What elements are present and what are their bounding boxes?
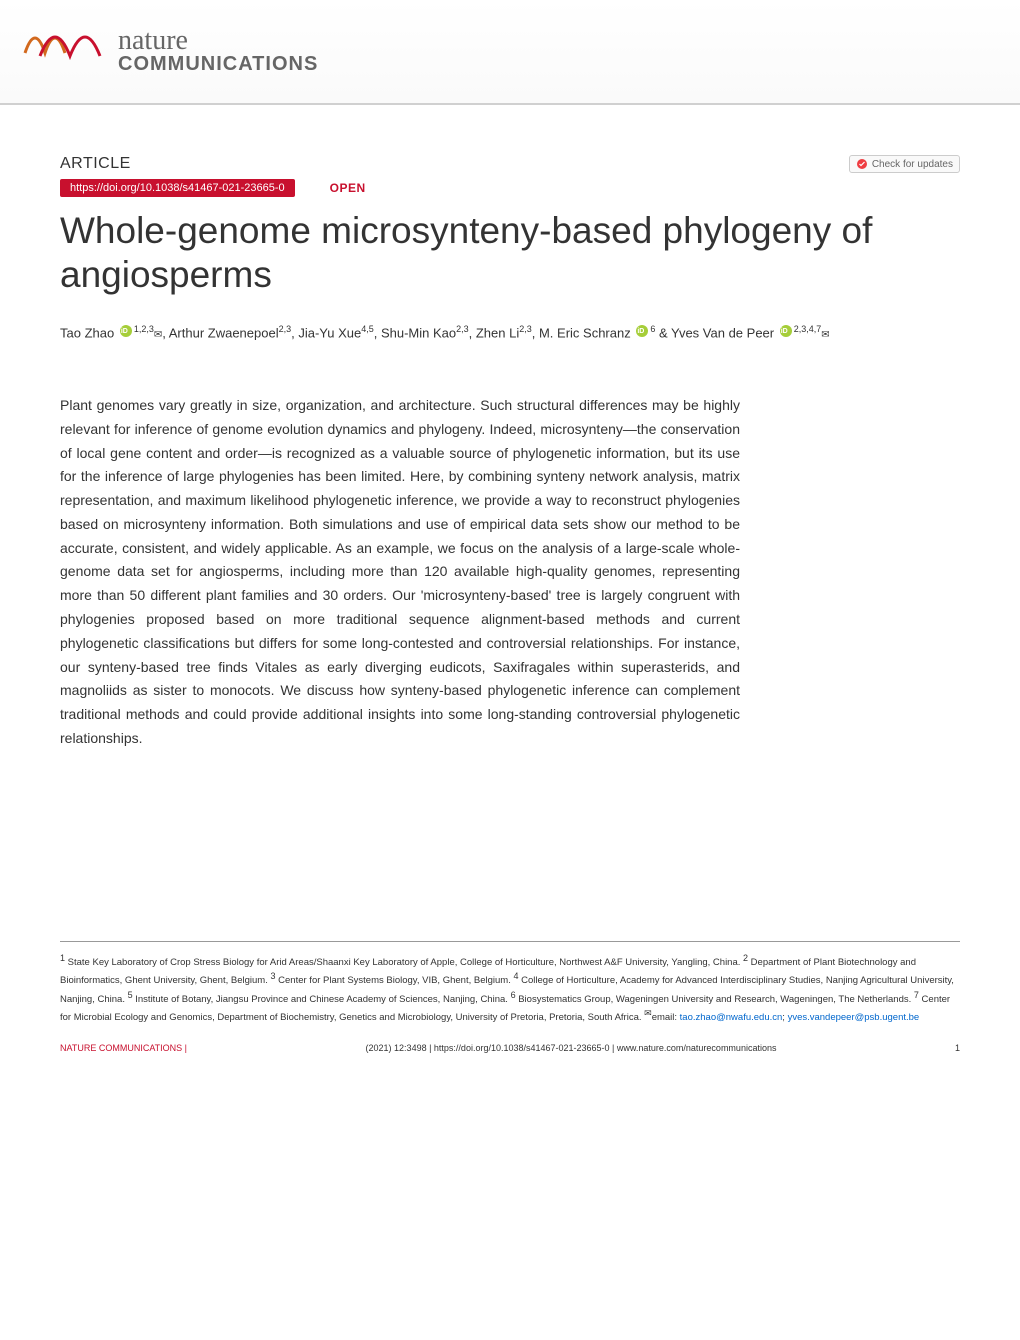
page-number: 1 xyxy=(955,1043,960,1053)
orcid-icon xyxy=(780,325,792,337)
abstract-text: Plant genomes vary greatly in size, orga… xyxy=(60,394,740,751)
page-footer: NATURE COMMUNICATIONS | (2021) 12:3498 |… xyxy=(60,1043,960,1071)
article-type-row: ARTICLE Check for updates xyxy=(60,155,960,173)
doi-row: https://doi.org/10.1038/s41467-021-23665… xyxy=(60,179,960,197)
open-access-label: OPEN xyxy=(330,181,366,195)
article-content: ARTICLE Check for updates https://doi.or… xyxy=(0,105,1020,1091)
orcid-icon xyxy=(120,325,132,337)
footer-citation: (2021) 12:3498 | https://doi.org/10.1038… xyxy=(366,1043,777,1053)
crossmark-icon xyxy=(856,158,868,170)
orcid-icon xyxy=(636,325,648,337)
journal-header: nature COMMUNICATIONS xyxy=(0,0,1020,105)
check-updates-button[interactable]: Check for updates xyxy=(849,155,960,173)
affiliations: 1 State Key Laboratory of Crop Stress Bi… xyxy=(60,941,960,1026)
logo-communications-text: COMMUNICATIONS xyxy=(118,53,318,76)
logo-wave-icon xyxy=(20,8,110,68)
logo-text: nature COMMUNICATIONS xyxy=(118,28,318,76)
journal-logo[interactable]: nature COMMUNICATIONS xyxy=(20,8,1000,76)
check-updates-label: Check for updates xyxy=(872,159,953,170)
article-type-label: ARTICLE xyxy=(60,155,131,173)
logo-nature-text: nature xyxy=(118,28,318,53)
footer-journal: NATURE COMMUNICATIONS | xyxy=(60,1043,187,1053)
article-title: Whole-genome microsynteny-based phylogen… xyxy=(60,209,960,298)
authors-list: Tao Zhao 1,2,3✉, Arthur Zwaenepoel2,3, J… xyxy=(60,322,960,344)
doi-badge[interactable]: https://doi.org/10.1038/s41467-021-23665… xyxy=(60,179,295,197)
